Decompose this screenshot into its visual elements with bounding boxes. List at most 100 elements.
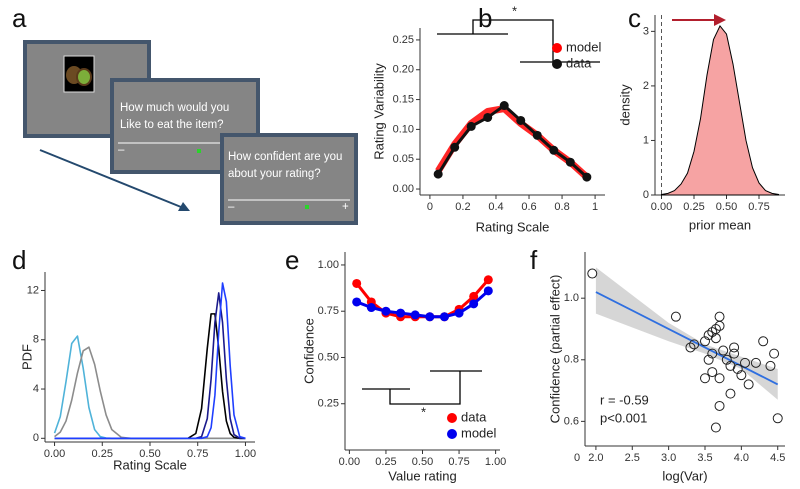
x-tick-label: 0.75	[187, 448, 208, 460]
panel-letter: b	[478, 3, 492, 33]
data-point	[396, 308, 406, 318]
legend-label: data	[461, 409, 487, 424]
bracket	[472, 19, 554, 62]
annotation: r = -0.59	[600, 392, 649, 407]
x-axis-label: Rating Scale	[113, 457, 187, 472]
data-point	[450, 142, 460, 152]
data-point	[689, 339, 700, 350]
slider-sign: –	[118, 144, 125, 156]
data-point	[565, 157, 575, 167]
x-tick-label: 1	[592, 201, 598, 213]
data-point	[685, 342, 696, 353]
x-axis-label: Value rating	[388, 468, 456, 483]
x-tick-label: 0.25	[683, 201, 704, 213]
x-axis-label: log(Var)	[662, 468, 707, 483]
question: How confident are you	[228, 151, 342, 163]
y-tick-label: 8	[33, 334, 39, 346]
data-point	[729, 342, 740, 353]
series-line	[356, 289, 490, 319]
y-tick-label: 12	[27, 284, 39, 296]
data-point	[714, 373, 725, 384]
question: Like to eat the item?	[120, 119, 224, 131]
legend-swatch	[447, 413, 457, 423]
data-point	[670, 311, 681, 322]
data-point	[772, 413, 783, 424]
panel: e 0.25 0.50 0.75 1.00 0.00 0.25 0.50 0.75 1.00 Val…	[285, 245, 506, 484]
y-tick-label: 0.75	[318, 305, 339, 317]
data-point	[483, 286, 493, 296]
series-line	[435, 105, 590, 180]
panel-a: a How much would you Like to eat the ite…	[12, 3, 358, 225]
data-point	[714, 400, 725, 411]
bracket	[362, 370, 482, 405]
data-point	[725, 360, 736, 371]
data-point	[366, 303, 376, 313]
data-point	[703, 330, 714, 341]
data-point	[729, 348, 740, 359]
y-tick-label: 1.00	[318, 259, 339, 271]
x-tick-label: 3.5	[697, 452, 712, 464]
data-point	[454, 308, 464, 318]
x-tick-label: 4.0	[734, 452, 749, 464]
brackets	[362, 19, 600, 405]
x-tick-label: 0.25	[92, 448, 113, 460]
panel-letter: e	[285, 245, 299, 275]
x-tick-label: 0.00	[651, 201, 672, 213]
y-axis-label: Confidence	[301, 318, 316, 384]
question: How much would you	[120, 102, 229, 114]
legend-swatch	[552, 43, 562, 53]
legend-swatch	[447, 429, 457, 439]
data-point	[707, 348, 718, 359]
panel: b 0.00 0.05 0.10 0.15 0.20 0.25 0 0.2 0.4 0.6 0.8 1 R…	[371, 3, 605, 234]
y-tick-label: 0	[643, 189, 649, 201]
y-tick-label: 0.10	[393, 123, 414, 135]
slider-sign: –	[228, 201, 235, 213]
data-point	[725, 388, 736, 399]
x-tick-label: 2.5	[625, 452, 640, 464]
x-tick-label: 4.5	[770, 452, 785, 464]
data-point	[750, 357, 761, 368]
slider-sign: +	[342, 201, 349, 213]
data-point	[516, 115, 526, 125]
panel: d 0 4 8 12 0.00 0.25 0.50 0.75 1.00 Rating Scale PD…	[12, 245, 256, 473]
kiwi	[76, 68, 92, 86]
panel: c 0 1 2 3 0.00 0.25 0.50 0.75 prior mean density	[617, 3, 785, 232]
data-point	[743, 379, 754, 390]
data-point	[483, 275, 493, 285]
density-area	[661, 24, 779, 196]
question: about your rating?	[228, 168, 321, 180]
x-tick-label: 2.0	[588, 452, 603, 464]
y-tick-label: 2	[643, 80, 649, 92]
arrow-head	[178, 202, 190, 211]
data-point	[352, 297, 362, 307]
data-point	[732, 364, 743, 375]
legend-label: data	[566, 55, 592, 70]
data-point	[582, 172, 592, 182]
data-point	[740, 357, 750, 368]
data-point	[587, 268, 598, 279]
x-tick-label: 0.50	[716, 201, 737, 213]
panel-letter: c	[628, 3, 641, 33]
data-point	[410, 310, 420, 320]
data-point	[439, 312, 449, 322]
x-tick-label: 0.00	[339, 456, 360, 468]
arrow	[39, 149, 187, 210]
axis-break-label: 0	[574, 452, 580, 464]
data-point	[700, 373, 710, 384]
y-tick-label: 0.15	[393, 93, 414, 105]
data-point	[710, 422, 721, 433]
y-tick-label: 0.50	[318, 351, 339, 363]
x-tick-label: 1.00	[485, 456, 506, 468]
annotation: p<0.001	[600, 410, 647, 425]
data-point	[466, 121, 476, 131]
x-tick-label: 0.50	[412, 456, 433, 468]
series-line	[355, 278, 490, 319]
annotation: *	[421, 404, 426, 419]
data-point	[714, 311, 725, 322]
annotation: *	[512, 3, 517, 18]
panel-letter: f	[530, 245, 538, 275]
data-point	[758, 336, 769, 347]
y-tick-label: 0.8	[564, 354, 579, 366]
panel: f 0.6 0.8 1.0 2.0 2.5 3.0 3.5 4.0 4.5 log(Var) Conf…	[530, 245, 785, 484]
y-axis-label: density	[617, 84, 632, 126]
